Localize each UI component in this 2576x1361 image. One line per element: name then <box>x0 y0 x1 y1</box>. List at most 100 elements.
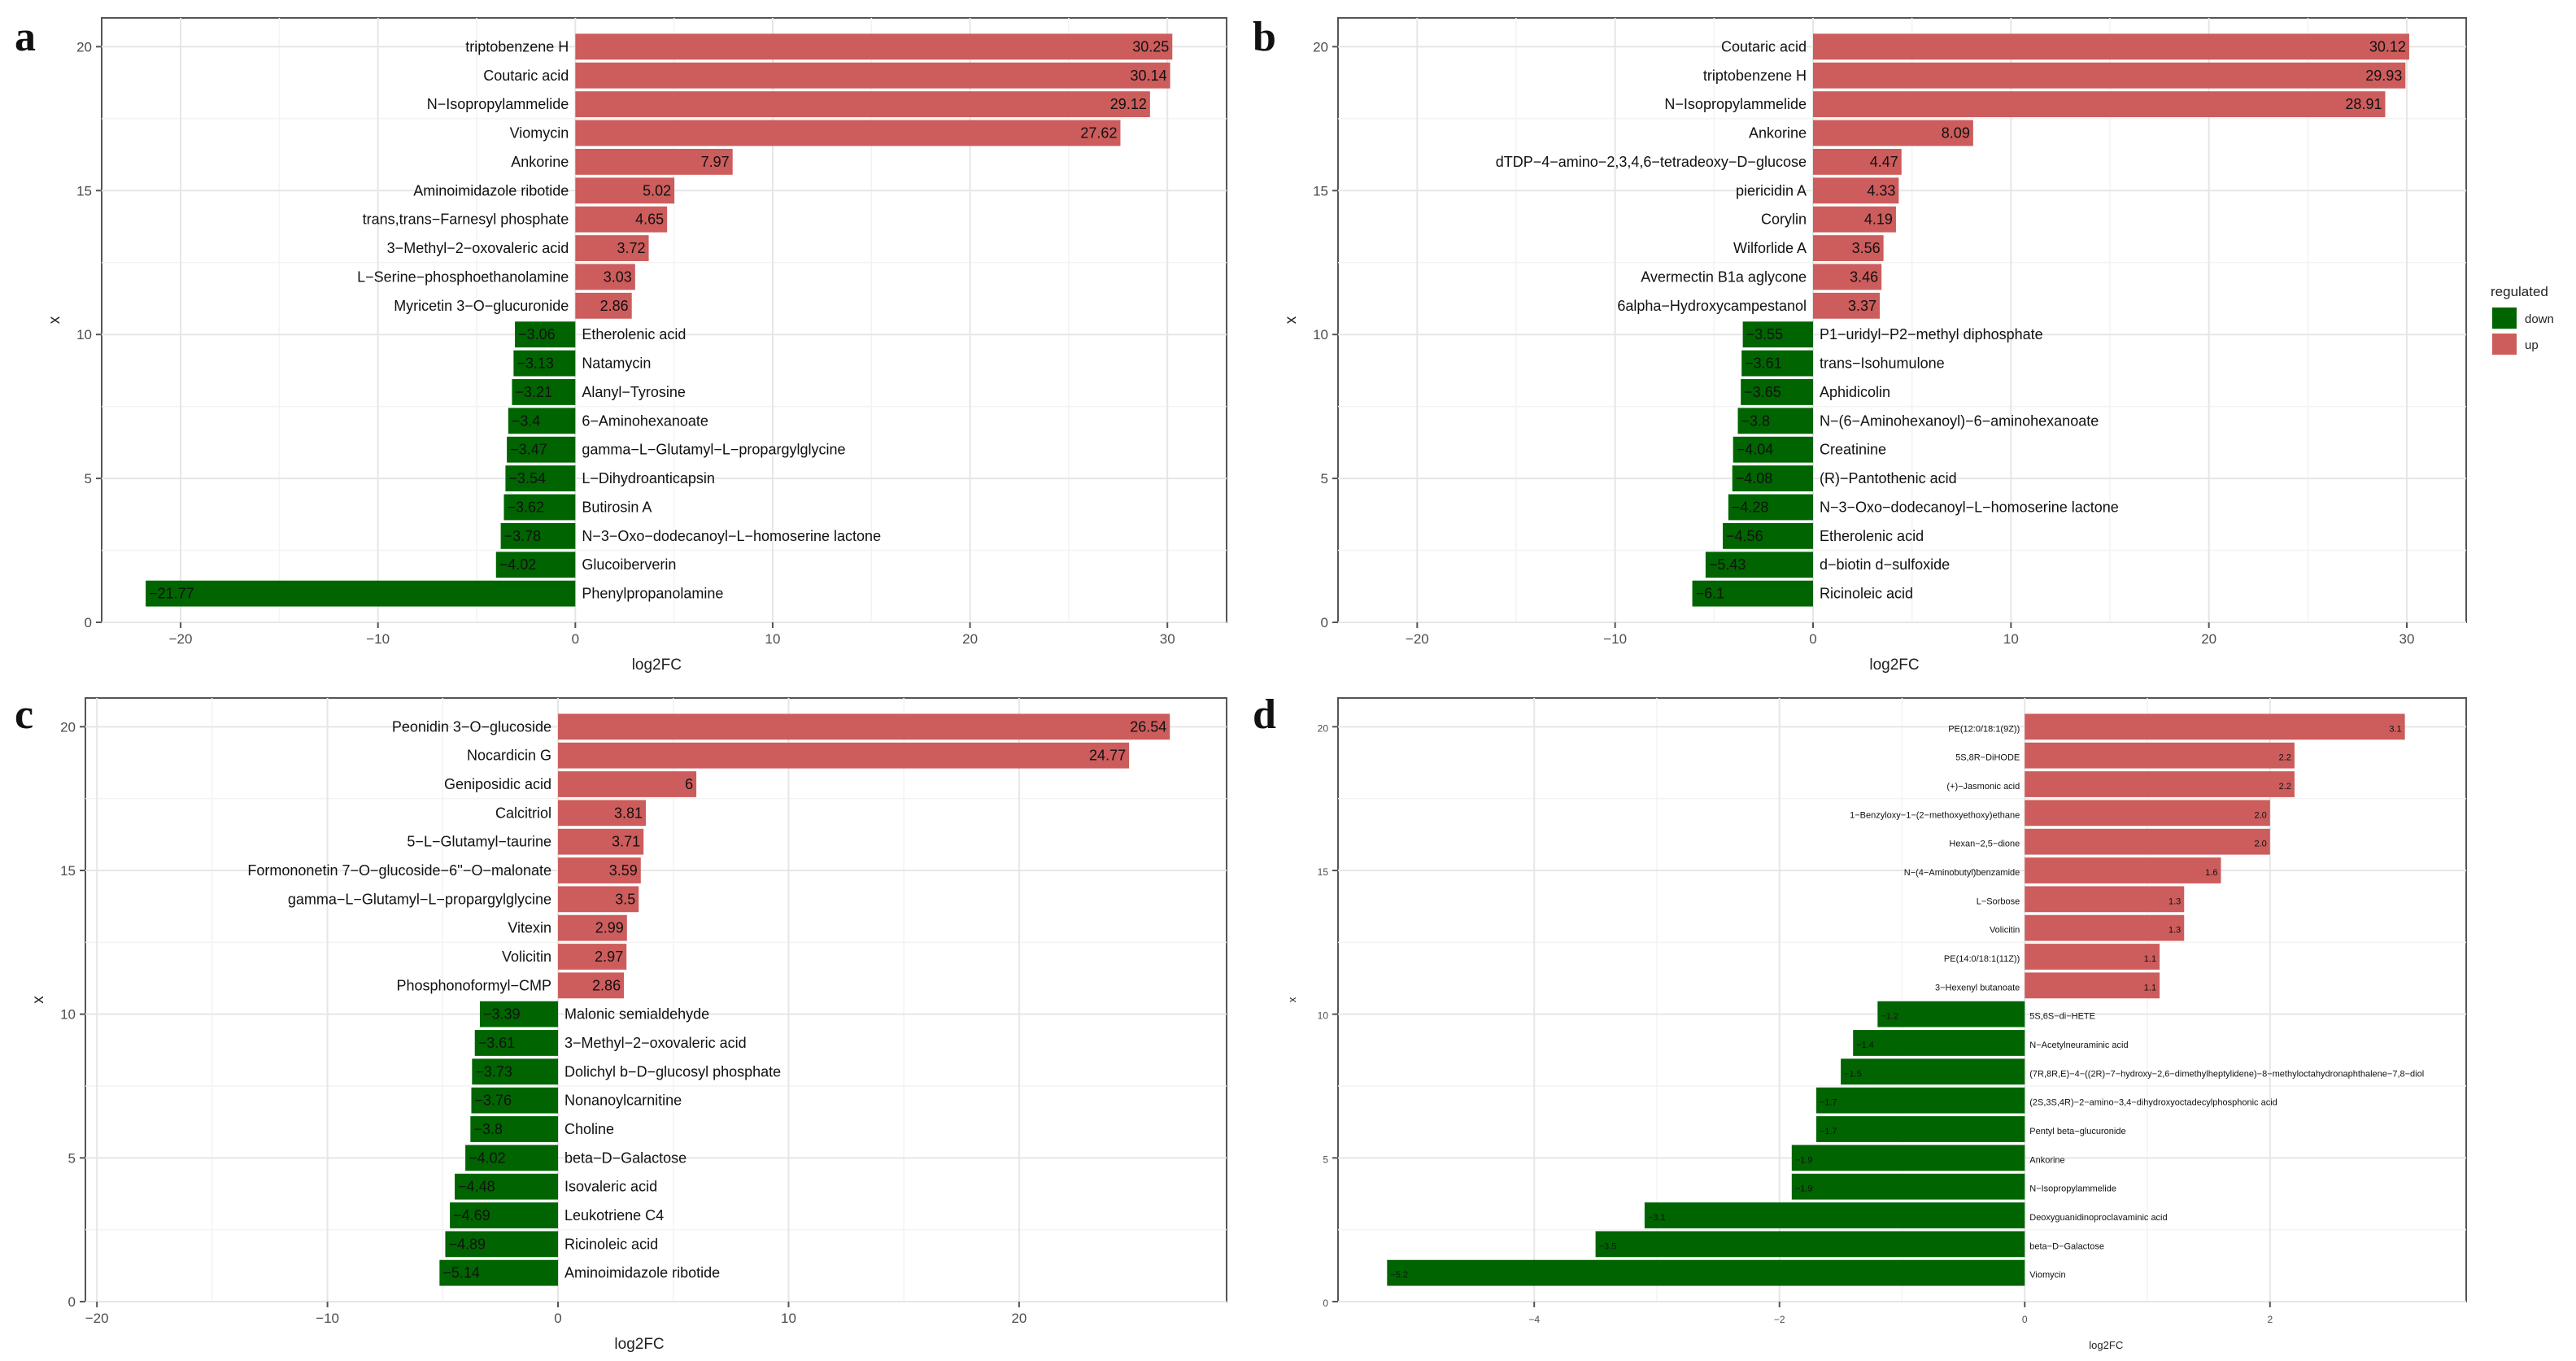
bar-category-label: N−(4−Aminobutyl)benzamide <box>1904 868 2020 878</box>
x-axis-title: log2FC <box>1869 657 1919 674</box>
bar-value-label: 1.3 <box>2168 896 2181 906</box>
bar-value-label: 3.03 <box>604 268 632 285</box>
bar-value-label: 4.47 <box>1870 154 1898 170</box>
bar-value-label: 3.72 <box>617 240 646 256</box>
bar-value-label: −3.21 <box>515 384 552 400</box>
legend-label-up: up <box>2525 338 2539 352</box>
x-tick-label: 10 <box>765 631 780 647</box>
y-tick-label: 10 <box>1313 327 1328 342</box>
bar-up <box>558 857 641 883</box>
bars: 26.54 Peonidin 3−O−glucoside 24.77 Nocardic… <box>247 713 1170 1286</box>
bar-up <box>2025 886 2185 913</box>
bar-up <box>1813 177 1899 204</box>
bar-up <box>1813 264 1882 290</box>
bar-value-label: −5.14 <box>442 1265 480 1281</box>
bar-value-label: −3.73 <box>475 1063 512 1080</box>
legend: regulated down up <box>2491 284 2554 355</box>
x-tick-label: 30 <box>2399 631 2415 647</box>
bar-up <box>1813 206 1896 233</box>
bar-category-label: 6alpha−Hydroxycampestanol <box>1617 298 1807 314</box>
bar-value-label: −1.7 <box>1820 1127 1837 1136</box>
bar-category-label: Wilforlide A <box>1733 240 1807 256</box>
bar-value-label: 27.62 <box>1080 125 1117 142</box>
bar-category-label: Nonanoylcarnitine <box>564 1093 682 1109</box>
bar-up <box>558 771 697 797</box>
bar-category-label: P1−uridyl−P2−methyl diphosphate <box>1820 326 2043 342</box>
panel-b: b −20 −10 0 10 20 30 0 5 10 15 20 log2FC x 30.12 Coutar… <box>1253 14 2467 674</box>
bar-category-label: Leukotriene C4 <box>564 1207 664 1224</box>
bar-up <box>2025 713 2405 740</box>
bar-category-label: Viomycin <box>2029 1271 2065 1280</box>
y-tick-label: 10 <box>1318 1010 1329 1022</box>
bar-value-label: −4.04 <box>1737 442 1774 458</box>
y-tick-label: 0 <box>1323 1298 1328 1309</box>
bar-value-label: −3.65 <box>1744 384 1781 400</box>
panel-d: d−4 −2 0 205101520log2FCx3.1PE(12:0/18:1(9Z… <box>1253 691 2467 1351</box>
bar-value-label: −1.5 <box>1844 1069 1862 1079</box>
bar-value-label: −3.47 <box>510 442 547 458</box>
y-tick-label: 10 <box>76 327 92 342</box>
bar-category-label: Glucoiberverin <box>582 556 676 573</box>
bar-down <box>515 321 576 348</box>
bar-down <box>1841 1058 2025 1085</box>
bar-value-label: 26.54 <box>1130 718 1166 735</box>
bar-value-label: −3.39 <box>483 1006 521 1023</box>
bar-up <box>2025 800 2270 827</box>
bar-category-label: triptobenzene H <box>1703 68 1807 84</box>
bar-value-label: −6.1 <box>1696 586 1725 602</box>
y-tick-label: 20 <box>76 39 92 55</box>
bar-down <box>1705 552 1813 578</box>
bar-category-label: beta−D−Galactose <box>564 1149 686 1166</box>
bar-value-label: −3.61 <box>478 1035 516 1051</box>
bar-category-label: PE(14:0/18:1(11Z)) <box>1944 954 2020 964</box>
bar-category-label: Coutaric acid <box>483 68 569 84</box>
bar-down <box>508 408 576 434</box>
bar-down <box>146 580 576 607</box>
bar-category-label: 1−Benzyloxy−1−(2−methoxyethoxy)ethane <box>1850 810 2020 820</box>
x-tick-label: 0 <box>554 1311 561 1326</box>
bar-up <box>558 800 647 827</box>
bar-category-label: Aphidicolin <box>1820 384 1890 400</box>
bar-category-label: Vitexin <box>508 920 551 936</box>
bar-value-label: −5.43 <box>1709 556 1746 573</box>
y-tick-label: 20 <box>1313 39 1328 55</box>
bar-value-label: 1.6 <box>2205 868 2217 878</box>
bar-down <box>1644 1202 2025 1228</box>
bar-value-label: 2.86 <box>592 977 621 993</box>
bar-down <box>471 1087 559 1114</box>
bar-category-label: Viomycin <box>510 125 569 142</box>
y-tick-label: 15 <box>76 183 92 198</box>
bar-category-label: Etherolenic acid <box>582 326 686 342</box>
bar-value-label: 5.02 <box>643 182 671 198</box>
bar-value-label: 4.65 <box>635 212 664 228</box>
bar-value-label: 2.97 <box>595 949 623 965</box>
x-tick-label: 0 <box>2022 1314 2028 1325</box>
bar-value-label: 3.81 <box>614 805 643 821</box>
bar-category-label: Volicitin <box>1990 926 2020 936</box>
bar-up <box>575 206 668 233</box>
gridlines <box>1338 698 2466 1302</box>
bar-category-label: N−(6−Aminohexanoyl)−6−aminohexanoate <box>1820 412 2099 429</box>
bar-value-label: −3.5 <box>1599 1241 1617 1251</box>
bar-category-label: 3−Hexenyl butanoate <box>1935 983 2020 992</box>
bar-value-label: 28.91 <box>2345 96 2382 112</box>
x-tick-label: 20 <box>1011 1311 1026 1326</box>
y-axis-title: x <box>46 316 63 324</box>
bar-value-label: 2.0 <box>2254 810 2266 820</box>
bar-category-label: Ricinoleic acid <box>564 1236 658 1252</box>
bar-category-label: N−Isopropylammelide <box>1664 96 1807 112</box>
x-tick-label: −10 <box>316 1311 339 1326</box>
bar-category-label: L−Sorbose <box>1977 896 2020 906</box>
bars: 30.12 Coutaric acid 29.93 triptobenzene H 28… <box>1496 33 2409 607</box>
bar-value-label: −4.69 <box>453 1207 490 1224</box>
bar-down <box>465 1145 559 1171</box>
bar-up <box>1813 148 1902 175</box>
bar-category-label: PE(12:0/18:1(9Z)) <box>1948 724 2020 734</box>
legend-title: regulated <box>2491 284 2548 299</box>
bar-category-label: trans−Isohumulone <box>1820 356 1945 372</box>
bar-up <box>558 914 627 941</box>
bar-category-label: Pentyl beta−glucuronide <box>2029 1127 2125 1136</box>
bar-down <box>1815 1116 2025 1142</box>
panel-letter-a: a <box>15 14 36 60</box>
y-tick-label: 20 <box>1318 722 1329 734</box>
